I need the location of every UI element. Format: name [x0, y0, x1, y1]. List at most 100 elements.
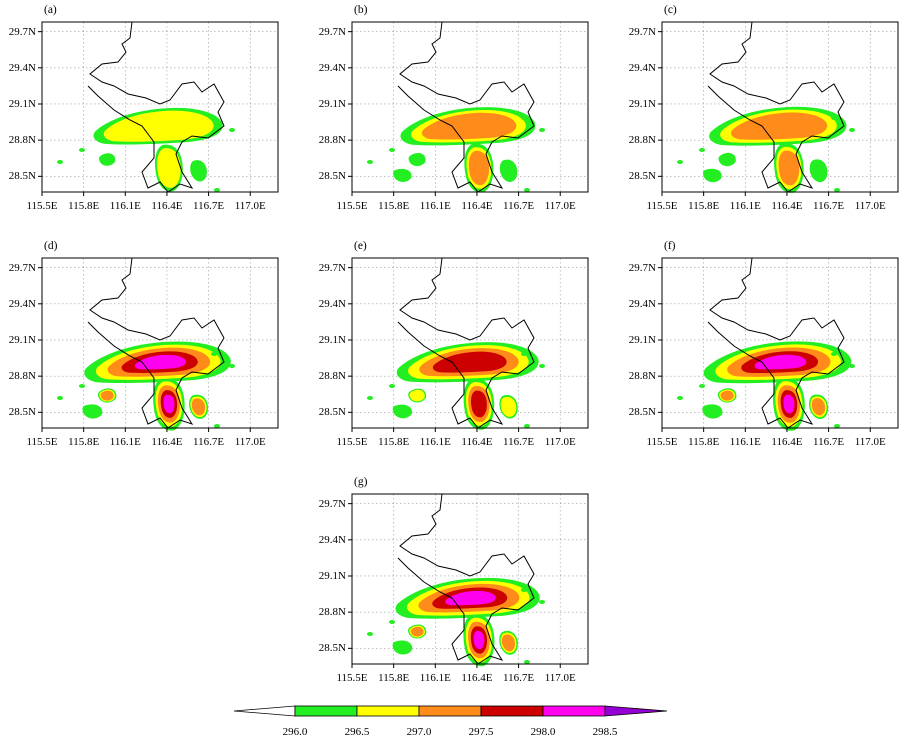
- lon-tick-label: 115.8E: [68, 200, 100, 212]
- field-speck: [389, 620, 395, 624]
- map-panel-d: (d) 29.7N 29.4N 29.1N 28.8N 28.5N 115.5E 115.8E…: [0, 240, 279, 472]
- field-level-2: [100, 390, 114, 401]
- lon-tick-label: 116.4E: [771, 436, 803, 448]
- field-speck: [849, 128, 855, 132]
- colorbar-level-label: 296.0: [282, 726, 308, 738]
- lon-tick-label: 117.0E: [544, 200, 576, 212]
- lon-tick-label: 117.0E: [854, 436, 886, 448]
- field-level-2: [811, 398, 826, 416]
- field-level-3: [432, 351, 507, 373]
- field-speck: [214, 188, 220, 192]
- lon-tick-label: 116.7E: [503, 436, 535, 448]
- lat-tick-label: 29.7N: [318, 261, 346, 274]
- map-plot: [348, 493, 589, 668]
- lat-tick-label: 28.5N: [628, 406, 656, 419]
- field-speck: [389, 384, 395, 388]
- lat-tick-label: 29.4N: [318, 297, 346, 310]
- panel-label: (c): [664, 4, 677, 16]
- lat-tick-label: 29.7N: [8, 25, 36, 38]
- field-level-0: [82, 404, 103, 419]
- lon-tick-label: 116.7E: [193, 436, 225, 448]
- lon-tick-label: 115.5E: [336, 436, 368, 448]
- field-level-0: [702, 404, 723, 419]
- colorbar-below-triangle: [233, 705, 296, 717]
- plot-frame: [351, 21, 589, 193]
- lat-tick-label: 29.1N: [8, 97, 36, 110]
- plot-frame: [351, 257, 589, 429]
- lon-tick-label: 115.5E: [336, 672, 368, 684]
- field-level-2: [778, 150, 800, 186]
- lon-tick-label: 115.5E: [336, 200, 368, 212]
- field-speck: [367, 396, 373, 400]
- coastline: [87, 257, 225, 429]
- lat-tick-label: 29.4N: [628, 297, 656, 310]
- colorbar-level-label: 298.0: [530, 726, 556, 738]
- plot-frame: [351, 493, 589, 665]
- lon-tick-label: 116.4E: [151, 436, 183, 448]
- field-level-1: [409, 389, 425, 402]
- field-level-2: [421, 112, 517, 140]
- lon-tick-label: 116.4E: [461, 436, 493, 448]
- colorbar-bar: [233, 705, 668, 717]
- lon-tick-label: 117.0E: [854, 200, 886, 212]
- field-level-4: [134, 354, 187, 370]
- field-speck: [699, 148, 705, 152]
- field-level-0: [703, 168, 722, 183]
- colorbar-level-label: 298.5: [592, 726, 618, 738]
- colorbar-segment: [356, 705, 420, 717]
- field-speck: [521, 116, 527, 120]
- lat-tick-label: 29.7N: [628, 261, 656, 274]
- lon-tick-label: 115.8E: [688, 200, 720, 212]
- field-speck: [211, 352, 217, 356]
- field-level-0: [809, 159, 828, 183]
- lon-tick-label: 116.1E: [109, 200, 141, 212]
- plot-frame: [41, 257, 279, 429]
- lon-tick-label: 115.5E: [26, 200, 58, 212]
- field-level-2: [731, 112, 828, 140]
- field-level-2: [191, 398, 206, 416]
- lon-tick-label: 115.8E: [378, 436, 410, 448]
- lat-tick-label: 28.5N: [318, 170, 346, 183]
- field-level-4: [445, 590, 496, 606]
- lat-tick-label: 29.1N: [318, 333, 346, 346]
- lat-tick-label: 28.8N: [318, 134, 346, 147]
- lon-tick-label: 116.7E: [193, 200, 225, 212]
- lon-tick-label: 116.1E: [419, 436, 451, 448]
- colorbar-level-label: 297.0: [406, 726, 432, 738]
- temperature-field: [677, 341, 855, 431]
- field-speck: [79, 148, 85, 152]
- field-speck: [677, 160, 683, 164]
- colorbar-segment: [542, 705, 606, 717]
- field-speck: [229, 364, 235, 368]
- field-speck: [831, 352, 837, 356]
- coastline: [397, 21, 535, 193]
- lon-tick-label: 117.0E: [234, 436, 266, 448]
- colorbar-segment: [294, 705, 358, 717]
- lat-tick-label: 29.4N: [8, 61, 36, 74]
- lon-tick-label: 116.4E: [151, 200, 183, 212]
- colorbar-level-label: 296.5: [344, 726, 370, 738]
- lat-tick-label: 29.7N: [318, 497, 346, 510]
- map-panel-g: (g) 29.7N 29.4N 29.1N 28.8N 28.5N 115.5E 115.8E…: [310, 476, 589, 708]
- lat-tick-label: 29.4N: [8, 297, 36, 310]
- coastline: [397, 493, 535, 665]
- lon-tick-label: 116.7E: [813, 436, 845, 448]
- lon-tick-label: 117.0E: [234, 200, 266, 212]
- lon-tick-label: 117.0E: [544, 672, 576, 684]
- panel-label: (a): [44, 4, 57, 16]
- lat-tick-label: 28.5N: [318, 406, 346, 419]
- field-level-1: [103, 110, 214, 142]
- colorbar: 296.0 296.5 297.0 297.5 298.0 298.5: [230, 700, 670, 738]
- lat-tick-label: 29.1N: [628, 97, 656, 110]
- temperature-field: [367, 577, 545, 667]
- field-level-4: [473, 630, 485, 650]
- panel-label: (d): [44, 240, 58, 252]
- lat-tick-label: 28.5N: [318, 642, 346, 655]
- lon-tick-label: 115.8E: [378, 200, 410, 212]
- lon-tick-label: 115.5E: [646, 200, 678, 212]
- field-speck: [389, 148, 395, 152]
- colorbar-segment: [480, 705, 544, 717]
- lon-tick-label: 116.4E: [461, 200, 493, 212]
- field-speck: [699, 384, 705, 388]
- lon-tick-label: 116.7E: [503, 672, 535, 684]
